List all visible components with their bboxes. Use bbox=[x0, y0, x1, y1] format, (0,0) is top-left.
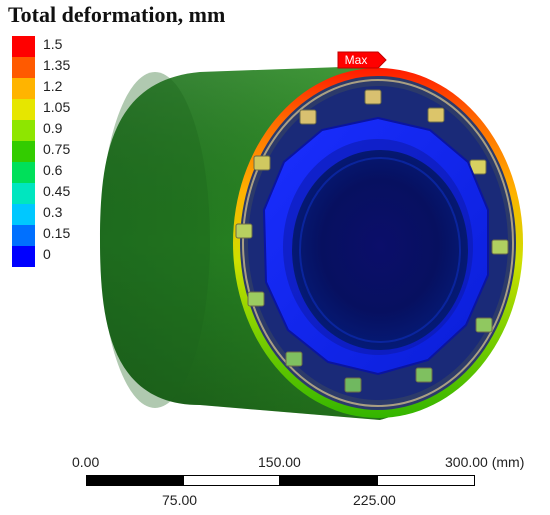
bolt-brackets bbox=[235, 89, 509, 393]
scale-seg-4 bbox=[377, 475, 475, 486]
legend-swatch-6 bbox=[12, 141, 35, 162]
legend-label-5: 0.9 bbox=[43, 120, 63, 136]
legend-swatch-10 bbox=[12, 225, 35, 246]
legend-swatch-5 bbox=[12, 120, 35, 141]
legend-label-8: 0.45 bbox=[43, 183, 71, 199]
legend-swatch-11 bbox=[12, 246, 35, 267]
legend-label-2: 1.35 bbox=[43, 57, 71, 73]
scale-label-75: 75.00 bbox=[162, 492, 198, 508]
legend-label-6: 0.75 bbox=[43, 141, 71, 157]
legend-swatch-9 bbox=[12, 204, 35, 225]
legend-label-3: 1.2 bbox=[43, 78, 63, 94]
legend-label-9: 0.3 bbox=[43, 204, 63, 220]
scale-seg-3 bbox=[280, 475, 377, 486]
legend-swatch-2 bbox=[12, 57, 35, 78]
legend-swatch-1 bbox=[12, 36, 35, 57]
legend-label-11: 0 bbox=[43, 246, 51, 262]
legend-swatch-7 bbox=[12, 162, 35, 183]
legend-label-10: 0.15 bbox=[43, 225, 71, 241]
scale-seg-2 bbox=[183, 475, 280, 486]
legend-label-4: 1.05 bbox=[43, 99, 71, 115]
scale-bar: 0.00 150.00 300.00 (mm) 75.00 225.00 bbox=[0, 448, 550, 515]
legend-swatch-8 bbox=[12, 183, 35, 204]
max-label: Max bbox=[345, 53, 368, 67]
max-marker: Max bbox=[337, 51, 387, 69]
scale-label-225: 225.00 bbox=[353, 492, 396, 508]
model-viewport[interactable]: Max bbox=[0, 0, 550, 440]
scale-label-0: 0.00 bbox=[72, 454, 100, 470]
chart-title: Total deformation, mm bbox=[8, 2, 226, 27]
scale-label-300: 300.00 (mm) bbox=[445, 454, 525, 470]
scale-label-150: 150.00 bbox=[258, 454, 301, 470]
scale-seg-1 bbox=[86, 475, 183, 486]
legend-swatch-4 bbox=[12, 99, 35, 120]
legend-swatch-3 bbox=[12, 78, 35, 99]
inner-core bbox=[262, 116, 489, 376]
color-legend: 1.5 1.35 1.2 1.05 0.9 0.75 0.6 0.45 0.3 … bbox=[12, 36, 132, 267]
legend-label-1: 1.5 bbox=[43, 36, 63, 52]
legend-label-7: 0.6 bbox=[43, 162, 63, 178]
max-flag bbox=[337, 51, 387, 69]
